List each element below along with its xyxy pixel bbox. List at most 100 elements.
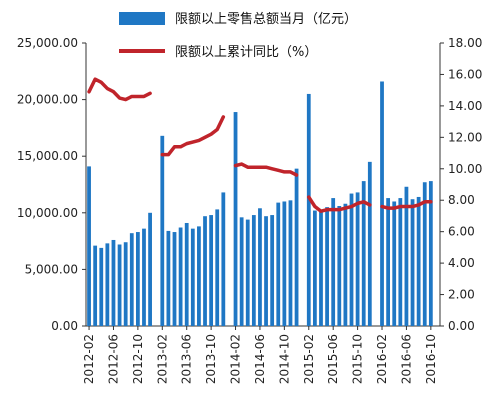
right-tick-label: 12.00 (448, 130, 482, 144)
bar (343, 203, 348, 326)
line-point (381, 205, 383, 208)
line-point (198, 139, 200, 142)
x-tick-label: 2013-10 (204, 334, 218, 384)
bar (184, 222, 189, 326)
line-point (112, 90, 115, 93)
line-point (344, 207, 347, 209)
bar (233, 112, 238, 326)
x-tick-label: 2015-10 (351, 334, 365, 384)
bar (349, 193, 354, 326)
line-point (356, 202, 359, 205)
right-tick-label: 14.00 (448, 99, 482, 113)
bar (221, 192, 226, 326)
line-point (149, 92, 151, 95)
line-point (417, 204, 420, 206)
bar (416, 196, 421, 326)
right-tick-label: 6.00 (448, 225, 475, 239)
line-point (271, 167, 273, 170)
right-tick-label: 18.00 (448, 36, 482, 50)
line-point (430, 200, 432, 203)
line-point (405, 205, 408, 208)
bar (404, 186, 409, 326)
line-point (277, 169, 280, 172)
line-point (326, 208, 328, 211)
bar (117, 244, 122, 326)
line-point (173, 145, 176, 148)
bar (166, 230, 171, 326)
left-tick-label: 20,000.00 (17, 93, 78, 107)
bar (380, 81, 384, 326)
x-tick-label: 2014-10 (277, 334, 291, 384)
bar (282, 201, 287, 326)
bar (129, 233, 134, 326)
left-tick-label: 5,000.00 (25, 262, 78, 276)
axes: 0.00 5,000.00 10,000.00 15,000.00 20,000.00 2… (17, 36, 482, 384)
line-point (387, 207, 389, 209)
bar (428, 181, 433, 326)
bar (93, 245, 98, 326)
line-point (185, 142, 188, 145)
bar (331, 198, 336, 326)
bar (239, 217, 244, 326)
bar (160, 135, 165, 326)
line-point (179, 145, 182, 148)
left-tick-label: 15,000.00 (17, 149, 78, 163)
line-point (240, 163, 243, 165)
bar (288, 200, 293, 326)
bar (105, 243, 110, 326)
bar (325, 207, 329, 326)
left-tick-label: 0.00 (51, 319, 78, 333)
left-tick-label: 25,000.00 (17, 36, 78, 50)
bar (361, 181, 366, 326)
bar (312, 210, 317, 326)
bar (135, 232, 140, 326)
x-tick-label: 2015-06 (326, 334, 340, 384)
line-point (253, 166, 255, 169)
bar-series (87, 81, 433, 326)
bar (215, 209, 220, 326)
x-tick-label: 2016-10 (424, 334, 438, 384)
line-point (332, 208, 334, 211)
bar (367, 161, 372, 326)
legend-swatch-bar (119, 12, 165, 25)
bar (142, 228, 146, 326)
x-tick-label: 2012-10 (131, 334, 145, 384)
line-point (161, 153, 164, 156)
line-point (100, 81, 103, 84)
right-tick-label: 16.00 (448, 67, 482, 81)
line-point (362, 200, 365, 203)
line-point (289, 171, 292, 173)
yoy-line (87, 77, 433, 213)
right-tick-label: 10.00 (448, 162, 482, 176)
line-point (204, 136, 206, 139)
line-point (265, 166, 267, 169)
left-tick-label: 10,000.00 (17, 206, 78, 220)
line-point (338, 208, 341, 211)
line-point (130, 95, 133, 98)
bar (276, 202, 281, 326)
line-point (94, 78, 96, 80)
bar (264, 216, 268, 326)
x-tick-label: 2016-06 (399, 334, 413, 384)
bar (172, 232, 177, 326)
line-point (411, 205, 414, 208)
bar (337, 206, 342, 326)
line-point (314, 205, 316, 208)
line-point (192, 141, 194, 143)
line-point (118, 97, 121, 99)
bar (190, 228, 195, 326)
line-point (320, 210, 322, 213)
bar (258, 208, 262, 326)
bar (319, 211, 323, 326)
line-point (393, 207, 396, 209)
line-point (167, 153, 170, 156)
x-tick-label: 2012-06 (106, 334, 120, 384)
bar (392, 201, 397, 326)
bar (197, 226, 201, 326)
x-tick-label: 2013-06 (180, 334, 194, 384)
line-series (87, 77, 433, 213)
bar (355, 192, 360, 326)
bar (148, 212, 152, 326)
line-point (124, 98, 127, 101)
